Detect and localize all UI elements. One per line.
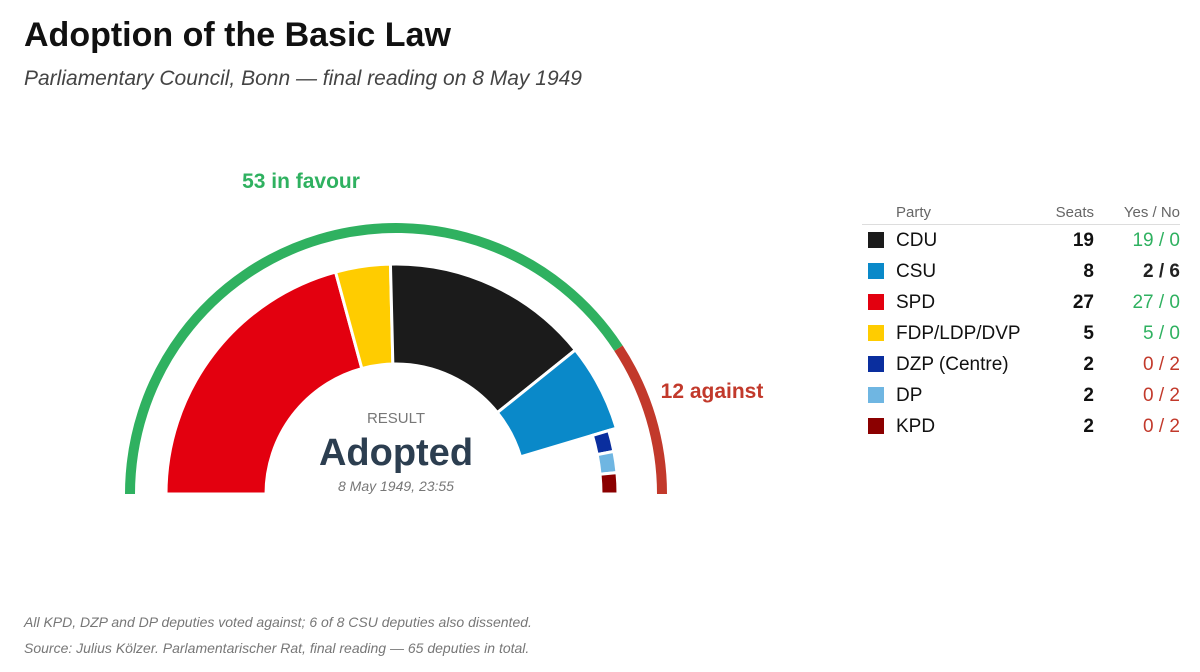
legend-header-seats: Seats <box>1034 200 1094 225</box>
legend-swatch-cell <box>862 318 896 349</box>
legend-header-swatch <box>862 200 896 225</box>
legend-party-name: CSU <box>896 260 937 282</box>
legend-party-name: SPD <box>896 291 936 313</box>
legend-seat-count: 2 <box>1083 353 1094 375</box>
legend-row-kpd: KPD 2 0 / 2 <box>862 411 1180 442</box>
result-timestamp: 8 May 1949, 23:55 <box>338 478 454 494</box>
footnote-source: Source: Julius Kölzer. Parlamentarischer… <box>24 640 530 656</box>
legend-header-party: Party <box>896 200 1034 225</box>
legend-header-row: Party Seats Yes / No <box>862 200 1180 225</box>
legend-seat-count: 2 <box>1083 384 1094 406</box>
result-value: Adopted <box>319 432 473 474</box>
legend-vote-split: 0 / 2 <box>1143 353 1180 375</box>
legend-seat-count: 2 <box>1083 415 1094 437</box>
footnote-dissent: All KPD, DZP and DP deputies voted again… <box>24 614 532 630</box>
legend-swatch-cell <box>862 380 896 411</box>
legend-swatch-cell <box>862 256 896 287</box>
seat-wedge-csu <box>495 347 619 459</box>
yes-total-label: 53 in favour <box>242 170 360 193</box>
legend-seat-count: 27 <box>1072 291 1094 313</box>
legend-header-vote: Yes / No <box>1094 200 1180 225</box>
legend-vote-split: 2 / 6 <box>1143 260 1180 282</box>
legend-party-name: DP <box>896 384 923 406</box>
legend-row-dzp-centre: DZP (Centre) 2 0 / 2 <box>862 349 1180 380</box>
legend-vote-split: 0 / 2 <box>1143 415 1180 437</box>
legend-swatch <box>868 418 884 435</box>
page-subtitle: Parliamentary Council, Bonn — final read… <box>24 67 582 90</box>
legend-row-cdu: CDU 19 19 / 0 <box>862 225 1180 257</box>
legend-swatch <box>868 325 884 342</box>
legend-swatch <box>868 232 884 249</box>
legend-party-name: FDP/LDP/DVP <box>896 322 1021 344</box>
legend-swatch <box>868 263 884 280</box>
legend-swatch <box>868 294 884 311</box>
legend-row-dp: DP 2 0 / 2 <box>862 380 1180 411</box>
legend-party-name: DZP (Centre) <box>896 353 1009 375</box>
legend-vote-split: 19 / 0 <box>1132 229 1180 251</box>
legend-vote-split: 5 / 0 <box>1143 322 1180 344</box>
page-title: Adoption of the Basic Law <box>24 16 451 54</box>
legend-swatch-cell <box>862 287 896 318</box>
legend-swatch <box>868 387 884 404</box>
seat-wedge-kpd <box>598 470 620 496</box>
legend-vote-split: 27 / 0 <box>1132 291 1180 313</box>
party-legend: Party Seats Yes / No CDU 19 19 / 0 CSU 8 2 / … <box>862 200 1180 442</box>
legend-party-name: KPD <box>896 415 936 437</box>
legend-party-name: CDU <box>896 229 938 251</box>
legend-row-fdp-ldp-dvp: FDP/LDP/DVP 5 5 / 0 <box>862 318 1180 349</box>
seat-wedges <box>164 262 620 496</box>
no-arc <box>614 345 667 495</box>
legend-seat-count: 8 <box>1083 260 1094 282</box>
seat-wedge-spd <box>164 270 364 496</box>
legend-row-csu: CSU 8 2 / 6 <box>862 256 1180 287</box>
legend-vote-split: 0 / 2 <box>1143 384 1180 406</box>
legend-swatch-cell <box>862 349 896 380</box>
legend-swatch-cell <box>862 411 896 442</box>
legend-swatch <box>868 356 884 373</box>
legend-swatch-cell <box>862 225 896 257</box>
seat-wedge-dp <box>595 449 619 476</box>
result-kicker: RESULT <box>367 410 425 427</box>
vote-arcs <box>125 223 667 495</box>
legend-row-spd: SPD 27 27 / 0 <box>862 287 1180 318</box>
no-total-label: 12 against <box>661 380 764 403</box>
yes-arc <box>125 223 623 495</box>
legend-seat-count: 19 <box>1072 229 1094 251</box>
legend-seat-count: 5 <box>1083 322 1094 344</box>
